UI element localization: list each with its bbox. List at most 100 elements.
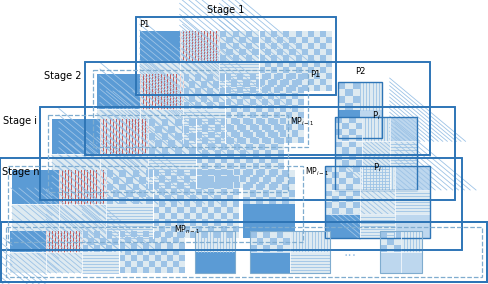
Bar — [171, 213, 177, 220]
Bar — [262, 99, 268, 105]
Bar — [183, 74, 189, 81]
Bar — [298, 137, 304, 143]
Bar — [173, 249, 179, 255]
Bar — [136, 17, 336, 95]
Bar — [196, 213, 202, 220]
Bar — [389, 166, 417, 190]
Bar — [280, 130, 286, 137]
Bar — [208, 176, 214, 182]
Bar — [240, 125, 246, 131]
Bar — [10, 252, 46, 273]
Text: Stage 1: Stage 1 — [207, 5, 244, 15]
Bar — [148, 119, 155, 126]
Bar — [250, 231, 257, 238]
Bar — [296, 43, 302, 49]
Bar — [246, 31, 252, 37]
Bar — [278, 176, 284, 182]
Bar — [196, 169, 202, 176]
Bar — [355, 135, 362, 141]
Bar — [162, 147, 168, 153]
Bar — [161, 249, 167, 255]
Bar — [271, 144, 278, 150]
Bar — [252, 138, 259, 144]
Bar — [277, 245, 284, 252]
Bar — [221, 144, 227, 150]
Bar — [221, 131, 227, 138]
Bar — [298, 124, 304, 130]
Bar — [159, 213, 165, 220]
Bar — [335, 141, 342, 147]
Bar — [277, 73, 284, 79]
Bar — [259, 79, 265, 85]
Bar — [167, 243, 173, 249]
Bar — [259, 31, 332, 91]
Bar — [233, 201, 239, 207]
Bar — [202, 150, 208, 157]
Bar — [289, 49, 296, 55]
Bar — [220, 31, 259, 61]
Bar — [208, 189, 214, 195]
Bar — [190, 232, 196, 238]
Bar — [159, 225, 165, 232]
Bar — [221, 169, 227, 176]
Bar — [292, 80, 298, 87]
Bar — [289, 85, 296, 91]
Bar — [249, 99, 256, 105]
Bar — [271, 55, 277, 61]
Bar — [153, 207, 159, 213]
Bar — [320, 79, 326, 85]
Bar — [46, 231, 82, 252]
Bar — [256, 118, 262, 124]
Bar — [126, 177, 133, 183]
Bar — [119, 267, 124, 273]
Bar — [268, 105, 274, 112]
Bar — [380, 231, 387, 238]
Bar — [298, 112, 304, 118]
Bar — [256, 105, 262, 112]
Bar — [353, 166, 360, 172]
Bar — [1, 222, 487, 282]
Bar — [265, 125, 271, 131]
Bar — [182, 140, 189, 147]
Bar — [131, 267, 137, 273]
Bar — [214, 232, 221, 238]
Bar — [221, 225, 227, 232]
Bar — [246, 169, 252, 176]
Bar — [332, 184, 339, 190]
Bar — [219, 102, 225, 108]
Bar — [85, 62, 430, 155]
Bar — [277, 49, 284, 55]
Bar — [320, 67, 326, 73]
Bar — [173, 261, 179, 267]
Bar — [259, 131, 265, 138]
Bar — [142, 255, 149, 261]
Bar — [140, 74, 183, 108]
Bar — [389, 141, 417, 166]
Bar — [240, 138, 246, 144]
Bar — [250, 245, 257, 252]
Bar — [100, 153, 148, 188]
Bar — [355, 160, 362, 166]
Bar — [249, 87, 256, 93]
Bar — [250, 231, 290, 252]
Bar — [88, 238, 94, 245]
Bar — [219, 88, 225, 95]
Bar — [106, 245, 112, 252]
Bar — [189, 95, 195, 102]
Bar — [177, 182, 183, 189]
Bar — [307, 79, 314, 85]
Bar — [360, 190, 395, 214]
Text: Stage i: Stage i — [3, 116, 37, 126]
Bar — [314, 73, 320, 79]
Bar — [167, 231, 173, 237]
Bar — [162, 133, 168, 140]
Bar — [148, 153, 196, 188]
Bar — [277, 85, 284, 91]
Bar — [348, 153, 355, 160]
Bar — [82, 252, 119, 273]
Bar — [190, 220, 196, 225]
Bar — [278, 125, 284, 131]
Bar — [342, 135, 348, 141]
Bar — [159, 176, 165, 182]
Bar — [183, 176, 190, 182]
